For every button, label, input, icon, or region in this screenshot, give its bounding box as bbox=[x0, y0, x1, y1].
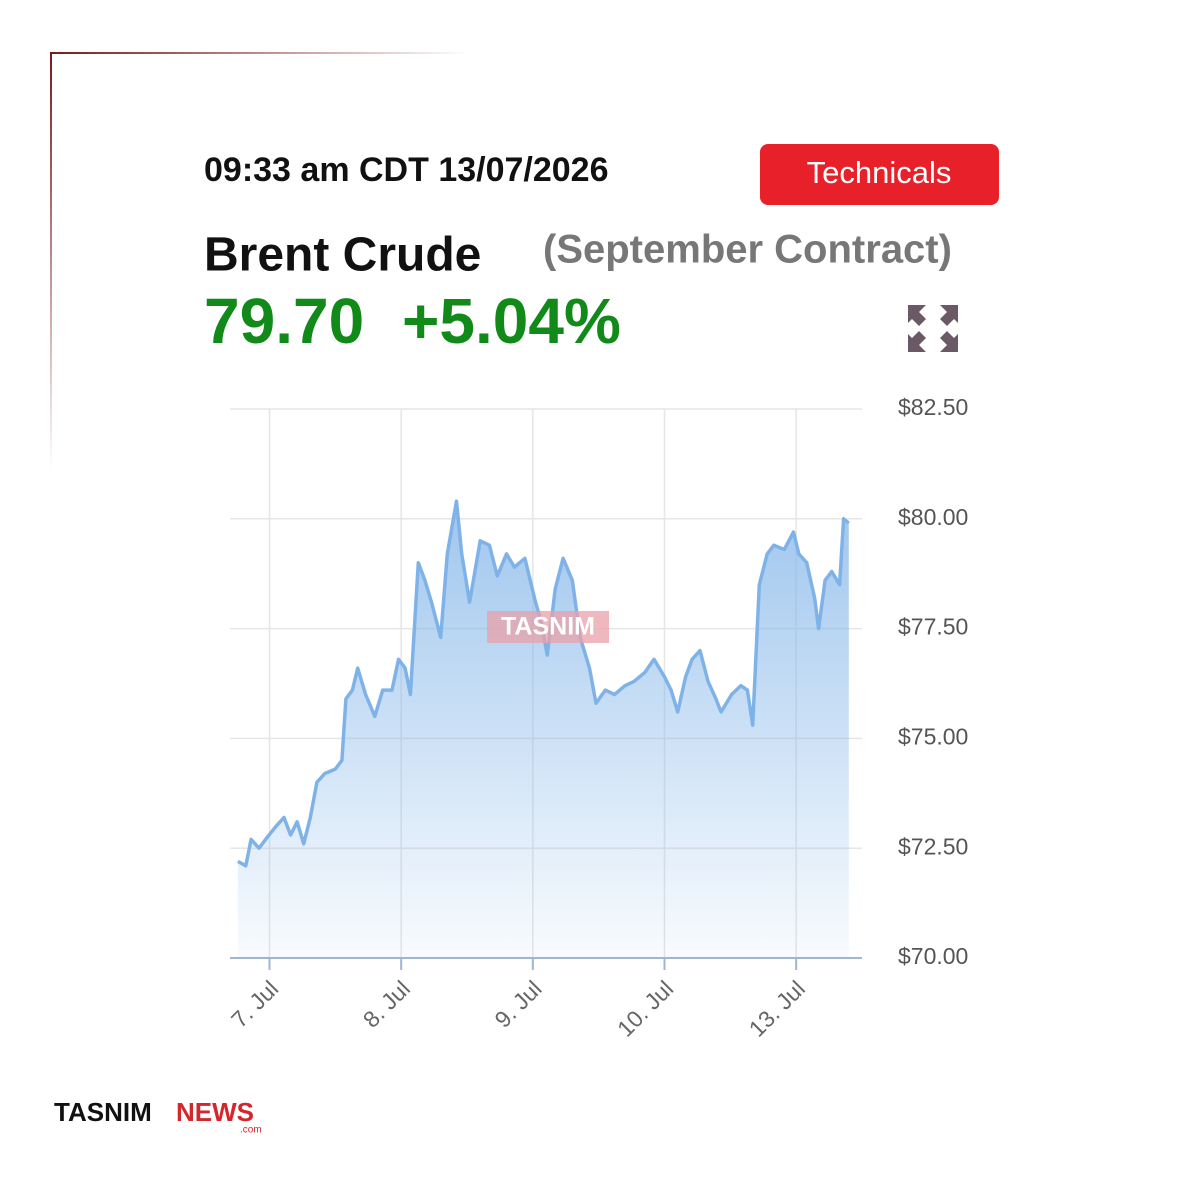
y-tick-label: $72.50 bbox=[898, 833, 968, 859]
y-tick-label: $70.00 bbox=[898, 943, 968, 969]
expand-icon[interactable] bbox=[908, 305, 958, 352]
price: 79.70 bbox=[204, 285, 364, 357]
area-fill bbox=[237, 501, 849, 958]
change: +5.04% bbox=[402, 285, 621, 357]
footer-brand: TASNIM bbox=[54, 1097, 152, 1127]
frame-top bbox=[50, 52, 470, 54]
contract: (September Contract) bbox=[543, 228, 952, 272]
watermark: TASNIM bbox=[501, 613, 595, 641]
y-tick-label: $80.00 bbox=[898, 504, 968, 530]
frame-left bbox=[50, 52, 52, 472]
x-tick-label: 8. Jul bbox=[358, 975, 415, 1032]
x-tick-label: 13. Jul bbox=[744, 975, 810, 1041]
x-tick-label: 7. Jul bbox=[226, 975, 283, 1032]
y-tick-label: $82.50 bbox=[898, 394, 968, 420]
technicals-button[interactable] bbox=[760, 144, 999, 205]
footer-domain: .com bbox=[240, 1125, 262, 1136]
x-tick-label: 10. Jul bbox=[612, 975, 678, 1041]
y-tick-label: $75.00 bbox=[898, 723, 968, 749]
instrument: Brent Crude bbox=[204, 229, 481, 282]
technicals-label[interactable]: Technicals bbox=[807, 155, 952, 190]
timestamp: 09:33 am CDT 13/07/2026 bbox=[204, 151, 608, 189]
y-tick-label: $77.50 bbox=[898, 614, 968, 640]
footer-accent: NEWS bbox=[176, 1097, 254, 1127]
x-tick-label: 9. Jul bbox=[489, 975, 546, 1032]
watermark-box bbox=[487, 611, 609, 643]
